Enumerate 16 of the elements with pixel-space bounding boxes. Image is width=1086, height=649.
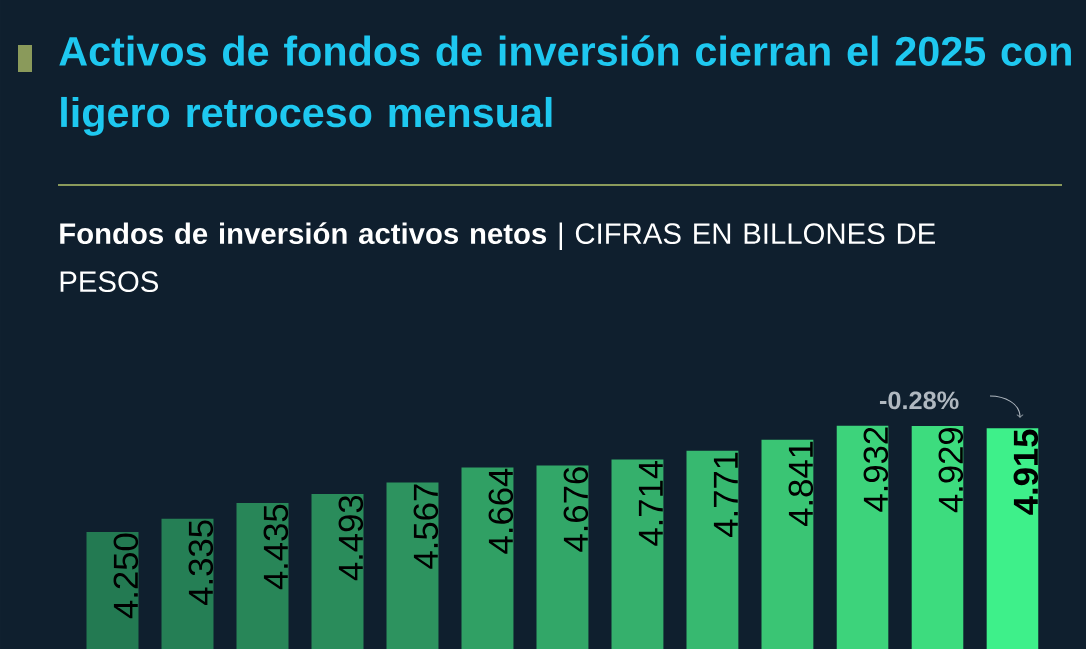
text: Fondos de inversión activos netos | CIFRAS EN BILLONES DE PESOS [60, 222, 936, 293]
data-label: 4.714 [638, 460, 663, 546]
data-label: 4.915 [1013, 429, 1039, 515]
data-label: 4.771 [713, 452, 738, 537]
data-label: 4.567 [413, 484, 439, 569]
data-label: 4.493 [338, 495, 364, 581]
data-label: 4.841 [788, 441, 814, 527]
data-label: 4.932 [863, 427, 889, 512]
data-label: 4.335 [188, 520, 214, 605]
text: -0.28% [879, 391, 959, 410]
data-label: 4.250 [113, 533, 139, 619]
data-label: 4.929 [938, 427, 964, 513]
data-label: 4.676 [563, 467, 589, 552]
data-label: 4.435 [263, 504, 289, 590]
chart-title: Activos de fondos de inversión cierran el 2025 con ligero retroceso mensual [59, 35, 1071, 136]
data-label: 4.664 [488, 468, 514, 554]
